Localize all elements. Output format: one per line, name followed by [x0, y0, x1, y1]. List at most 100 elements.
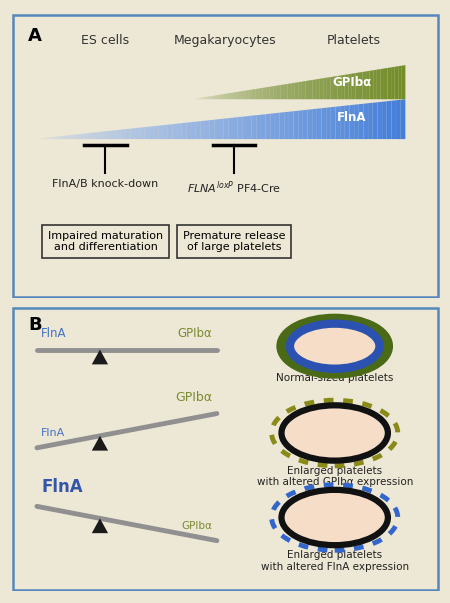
Text: FlnA: FlnA: [337, 112, 367, 124]
Polygon shape: [382, 101, 387, 139]
Polygon shape: [313, 80, 316, 99]
Polygon shape: [284, 84, 288, 99]
Polygon shape: [338, 75, 341, 99]
Polygon shape: [293, 111, 298, 139]
Polygon shape: [149, 126, 154, 139]
Polygon shape: [158, 125, 163, 139]
Polygon shape: [350, 105, 354, 139]
Polygon shape: [196, 121, 200, 139]
Polygon shape: [75, 134, 79, 139]
Polygon shape: [248, 90, 252, 99]
Polygon shape: [89, 133, 93, 139]
Polygon shape: [295, 82, 298, 99]
Polygon shape: [326, 107, 331, 139]
Polygon shape: [140, 127, 144, 139]
Polygon shape: [195, 98, 198, 99]
Polygon shape: [224, 118, 228, 139]
Polygon shape: [331, 107, 336, 139]
Polygon shape: [384, 68, 387, 99]
Polygon shape: [242, 116, 247, 139]
Polygon shape: [321, 108, 326, 139]
Polygon shape: [334, 76, 338, 99]
Polygon shape: [363, 71, 366, 99]
Polygon shape: [205, 120, 210, 139]
Polygon shape: [400, 99, 405, 139]
Polygon shape: [373, 103, 378, 139]
Polygon shape: [202, 97, 206, 99]
Polygon shape: [256, 115, 261, 139]
Polygon shape: [198, 98, 202, 99]
Polygon shape: [359, 72, 363, 99]
Text: FlnA: FlnA: [41, 428, 66, 438]
Polygon shape: [234, 92, 238, 99]
Polygon shape: [352, 73, 356, 99]
Polygon shape: [307, 109, 312, 139]
Polygon shape: [291, 83, 295, 99]
Text: FlnA: FlnA: [41, 478, 83, 496]
Polygon shape: [93, 132, 98, 139]
Text: GPIbα: GPIbα: [332, 76, 371, 89]
Text: Enlarged platelets
with altered FlnA expression: Enlarged platelets with altered FlnA exp…: [261, 551, 409, 572]
Polygon shape: [247, 116, 252, 139]
Polygon shape: [263, 87, 266, 99]
Polygon shape: [256, 89, 259, 99]
Polygon shape: [172, 124, 177, 139]
Polygon shape: [228, 118, 233, 139]
Polygon shape: [320, 78, 323, 99]
Polygon shape: [266, 114, 270, 139]
Polygon shape: [277, 85, 280, 99]
Polygon shape: [309, 80, 313, 99]
Polygon shape: [303, 110, 307, 139]
Polygon shape: [270, 113, 275, 139]
Polygon shape: [402, 65, 405, 99]
Polygon shape: [387, 101, 392, 139]
Polygon shape: [245, 90, 248, 99]
Polygon shape: [70, 134, 75, 139]
Polygon shape: [354, 104, 359, 139]
Polygon shape: [103, 131, 107, 139]
Text: Impaired maturation
and differentiation: Impaired maturation and differentiation: [48, 231, 163, 253]
Polygon shape: [312, 109, 317, 139]
Polygon shape: [380, 69, 384, 99]
Polygon shape: [366, 71, 370, 99]
Polygon shape: [316, 79, 319, 99]
Polygon shape: [92, 436, 108, 450]
Text: Premature release
of large platelets: Premature release of large platelets: [183, 231, 285, 253]
Text: $\mathit{FLNA}^{loxP}$ PF4-Cre: $\mathit{FLNA}^{loxP}$ PF4-Cre: [187, 179, 281, 195]
Polygon shape: [37, 138, 42, 139]
Polygon shape: [395, 66, 398, 99]
Polygon shape: [210, 119, 214, 139]
Polygon shape: [112, 130, 117, 139]
Polygon shape: [220, 94, 223, 99]
Polygon shape: [117, 130, 121, 139]
Ellipse shape: [285, 492, 384, 543]
Polygon shape: [65, 135, 70, 139]
Polygon shape: [98, 131, 103, 139]
Polygon shape: [92, 519, 108, 533]
Polygon shape: [216, 95, 220, 99]
Polygon shape: [144, 127, 149, 139]
Polygon shape: [206, 96, 209, 99]
Polygon shape: [336, 106, 340, 139]
Polygon shape: [396, 99, 400, 139]
Text: GPIbα: GPIbα: [182, 520, 212, 531]
Polygon shape: [79, 134, 84, 139]
Text: Normal-sized platelets: Normal-sized platelets: [276, 373, 393, 384]
Polygon shape: [387, 68, 391, 99]
Polygon shape: [121, 129, 126, 139]
Polygon shape: [373, 70, 377, 99]
Polygon shape: [186, 122, 191, 139]
Polygon shape: [370, 70, 373, 99]
Polygon shape: [377, 69, 380, 99]
Polygon shape: [163, 125, 168, 139]
Polygon shape: [92, 350, 108, 364]
Polygon shape: [280, 84, 284, 99]
Polygon shape: [266, 87, 270, 99]
Polygon shape: [340, 106, 345, 139]
Text: GPIbα: GPIbα: [176, 391, 212, 403]
Polygon shape: [302, 81, 306, 99]
Polygon shape: [359, 104, 364, 139]
Polygon shape: [177, 123, 182, 139]
Polygon shape: [107, 131, 112, 139]
Polygon shape: [154, 125, 158, 139]
